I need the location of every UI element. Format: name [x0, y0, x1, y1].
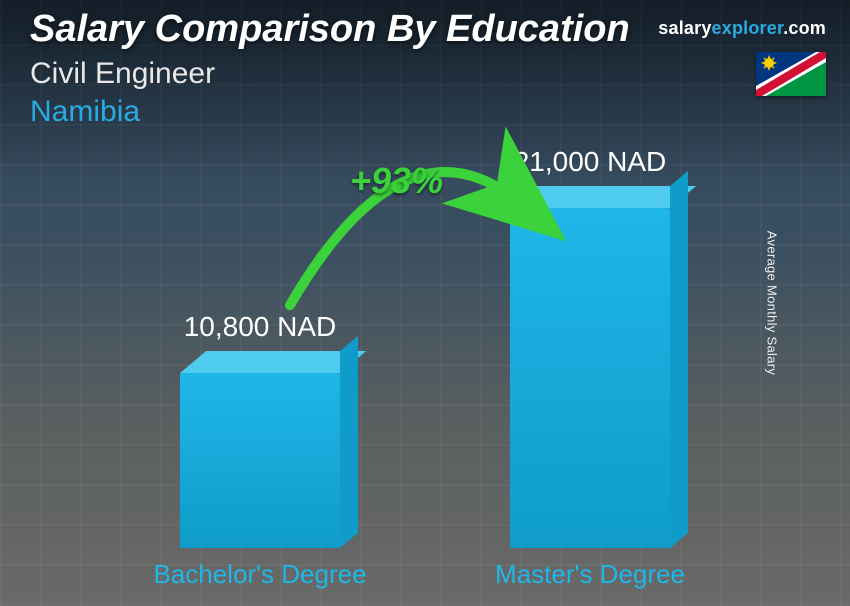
brand-suffix: .com [783, 18, 826, 38]
bar-x-label: Master's Degree [495, 559, 685, 590]
bar-value-label: 10,800 NAD [130, 311, 390, 343]
bar-side-face [670, 171, 688, 548]
brand-right: explorer [712, 18, 784, 38]
bar-top-face [510, 186, 696, 208]
bar-side-face [340, 336, 358, 548]
bar: 21,000 NADMaster's Degree [510, 208, 670, 548]
page-title: Salary Comparison By Education [30, 8, 630, 51]
brand-logo: salaryexplorer.com [658, 18, 826, 39]
chart-canvas: { "header": { "title": "Salary Compariso… [0, 0, 850, 606]
bar-value-label: 21,000 NAD [460, 146, 720, 178]
brand-left: salary [658, 18, 711, 38]
y-axis-label: Average Monthly Salary [764, 231, 779, 375]
country-name: Namibia [30, 95, 630, 129]
percent-increase-badge: +93% [350, 160, 443, 202]
job-title: Civil Engineer [30, 57, 630, 91]
bar: 10,800 NADBachelor's Degree [180, 373, 340, 548]
bar-chart: 10,800 NADBachelor's Degree21,000 NADMas… [0, 150, 850, 606]
bar-top-face [180, 351, 366, 373]
title-block: Salary Comparison By Education Civil Eng… [30, 8, 630, 129]
bar-x-label: Bachelor's Degree [153, 559, 366, 590]
namibia-flag-icon [756, 52, 826, 96]
